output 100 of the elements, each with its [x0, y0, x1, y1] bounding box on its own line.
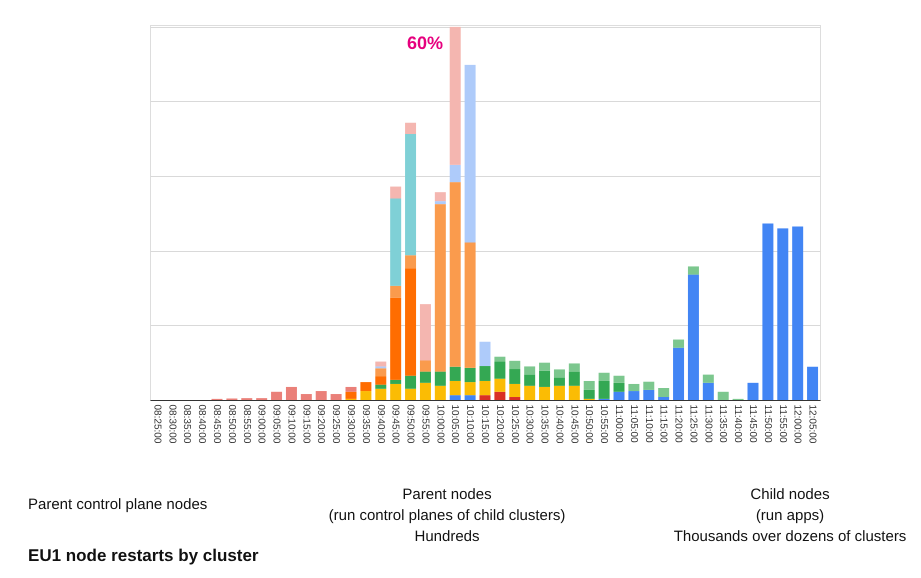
annotation: 60%	[406, 33, 444, 53]
bar	[509, 360, 520, 370]
bar	[539, 370, 550, 387]
x-tick-label: 12:00:00	[792, 404, 803, 444]
bar	[598, 380, 610, 399]
bar	[524, 386, 536, 400]
x-tick-label: 11:00:00	[613, 404, 624, 444]
bar	[614, 382, 624, 392]
x-tick-label: 08:25:00	[151, 404, 162, 444]
x-tick-label: 11:20:00	[672, 404, 684, 444]
bar	[375, 388, 386, 400]
x-tick-label: 08:45:00	[211, 404, 222, 444]
bar	[702, 382, 714, 400]
x-tick-label: 10:15:00	[479, 404, 490, 444]
text: Child nodes (run apps) Thousands over dozens of clusters	[674, 486, 906, 545]
x-tick-label: 09:20:00	[315, 404, 326, 444]
bar	[360, 382, 372, 392]
bar	[494, 392, 506, 400]
x-tick-label: 09:30:00	[345, 404, 356, 444]
bar	[673, 348, 684, 400]
x-tick-label: 09:35:00	[360, 404, 371, 444]
bar	[509, 369, 520, 384]
bar	[554, 369, 565, 378]
bar	[494, 362, 506, 379]
x-tick-label: 08:35:00	[181, 404, 192, 444]
bar	[688, 266, 699, 275]
bar	[568, 372, 580, 386]
bar	[480, 380, 490, 396]
bar	[554, 378, 565, 386]
x-tick-label: 10:55:00	[598, 404, 610, 444]
bar	[375, 368, 386, 376]
x-tick-label: 11:35:00	[717, 404, 728, 444]
x-tick-label: 08:50:00	[226, 404, 237, 444]
x-tick-label: 10:20:00	[494, 404, 505, 444]
bar	[464, 382, 476, 396]
bar	[434, 386, 446, 400]
bar	[658, 388, 670, 398]
bar	[494, 378, 506, 392]
bar	[405, 268, 416, 376]
x-tick-label: 10:50:00	[583, 404, 594, 444]
bar	[524, 374, 536, 386]
bar	[360, 391, 372, 400]
bar	[598, 372, 610, 381]
bar	[405, 255, 416, 268]
bar	[434, 192, 446, 202]
bar	[420, 360, 431, 372]
bar	[568, 363, 580, 372]
text: Parent nodes (run control planes of child clusters) Hundreds	[328, 486, 566, 545]
bar	[464, 64, 476, 243]
bar	[539, 362, 550, 371]
x-tick-label: 10:45:00	[568, 404, 580, 444]
bar	[628, 391, 640, 400]
bar	[509, 397, 520, 400]
bar	[509, 384, 520, 398]
bar	[375, 384, 386, 389]
bar	[658, 397, 670, 400]
bar	[450, 380, 461, 396]
x-tick-label: 11:45:00	[747, 404, 758, 444]
x-tick-label: 12:05:00	[806, 404, 818, 444]
bar	[375, 362, 386, 366]
bar	[316, 391, 327, 400]
bar	[300, 394, 312, 400]
bar	[539, 386, 550, 400]
bar	[464, 242, 476, 368]
bar	[330, 394, 342, 400]
bar	[748, 382, 758, 400]
bar	[524, 366, 536, 375]
bar	[390, 198, 402, 286]
x-tick-label: 08:30:00	[166, 404, 178, 444]
bar	[480, 342, 490, 366]
x-tick-label: 10:40:00	[553, 404, 564, 444]
x-tick-label: 10:25:00	[508, 404, 520, 444]
bar	[420, 382, 431, 400]
bar	[643, 390, 654, 400]
bar	[390, 384, 402, 400]
x-tick-label: 09:05:00	[270, 404, 282, 444]
bar	[434, 201, 446, 204]
text: Parent control plane nodes	[28, 496, 208, 513]
bar	[375, 376, 386, 385]
x-tick-label: 09:15:00	[300, 404, 312, 444]
x-tick-label: 09:10:00	[285, 404, 296, 444]
bar	[405, 388, 416, 400]
x-tick-label: 11:30:00	[702, 404, 714, 444]
bar	[420, 372, 431, 383]
bar	[346, 392, 356, 399]
bar	[464, 368, 476, 382]
bar	[718, 392, 729, 400]
x-tick-label: 08:55:00	[240, 404, 252, 444]
bar	[390, 186, 402, 199]
bar	[390, 380, 402, 384]
x-tick-label: 09:00:00	[256, 404, 267, 444]
bar	[450, 26, 461, 165]
bar	[584, 390, 595, 399]
x-tick-label: 11:55:00	[776, 404, 788, 444]
bar	[450, 182, 461, 367]
bar	[286, 386, 297, 400]
text: EU1 node restarts by cluster	[28, 546, 259, 565]
bar	[405, 122, 416, 134]
bar	[420, 304, 431, 360]
bar	[584, 380, 595, 390]
